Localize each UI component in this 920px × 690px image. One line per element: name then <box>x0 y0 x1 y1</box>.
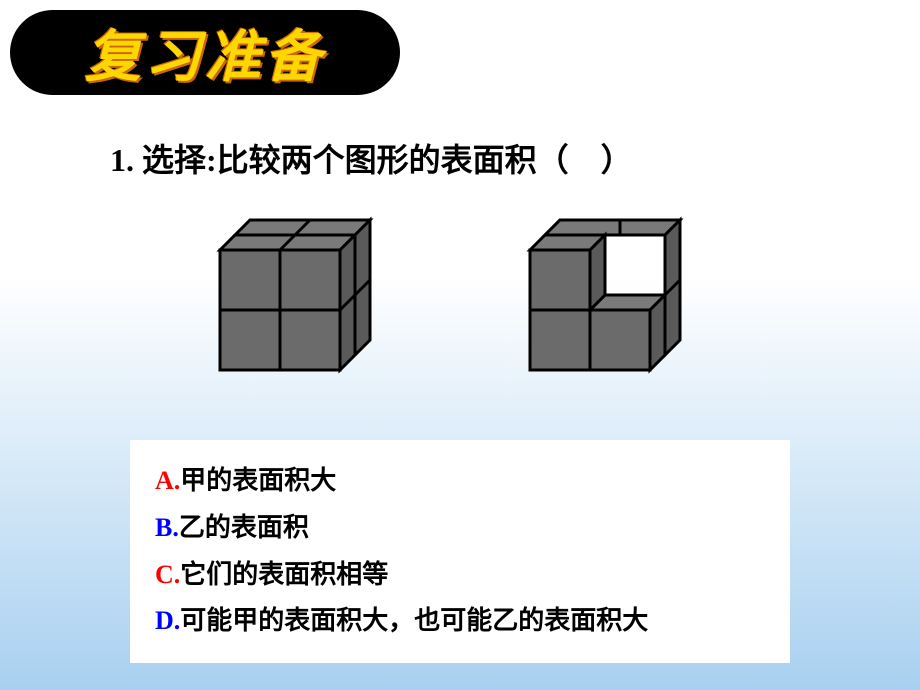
question-text: 1. 选择:比较两个图形的表面积（ ） <box>110 135 633 181</box>
cubes-container <box>170 200 700 400</box>
cube-notched <box>480 200 700 400</box>
option-b-label: B. <box>155 513 179 542</box>
option-b-text: 乙的表面积 <box>179 513 309 542</box>
option-a: A.甲的表面积大 <box>155 458 765 505</box>
option-a-label: A. <box>155 466 180 495</box>
options-box: A.甲的表面积大 B.乙的表面积 C.它们的表面积相等 D.可能甲的表面积大，也… <box>130 440 790 663</box>
option-d-text: 可能甲的表面积大，也可能乙的表面积大 <box>180 606 648 635</box>
option-d-label: D. <box>155 606 180 635</box>
option-c: C.它们的表面积相等 <box>155 552 765 599</box>
title-text: 复习准备 <box>85 12 325 93</box>
option-c-text: 它们的表面积相等 <box>180 560 388 589</box>
option-c-label: C. <box>155 560 180 589</box>
cube-full <box>170 200 390 400</box>
option-b: B.乙的表面积 <box>155 505 765 552</box>
option-a-text: 甲的表面积大 <box>180 466 336 495</box>
option-d: D.可能甲的表面积大，也可能乙的表面积大 <box>155 598 765 645</box>
title-badge: 复习准备 <box>10 10 400 95</box>
